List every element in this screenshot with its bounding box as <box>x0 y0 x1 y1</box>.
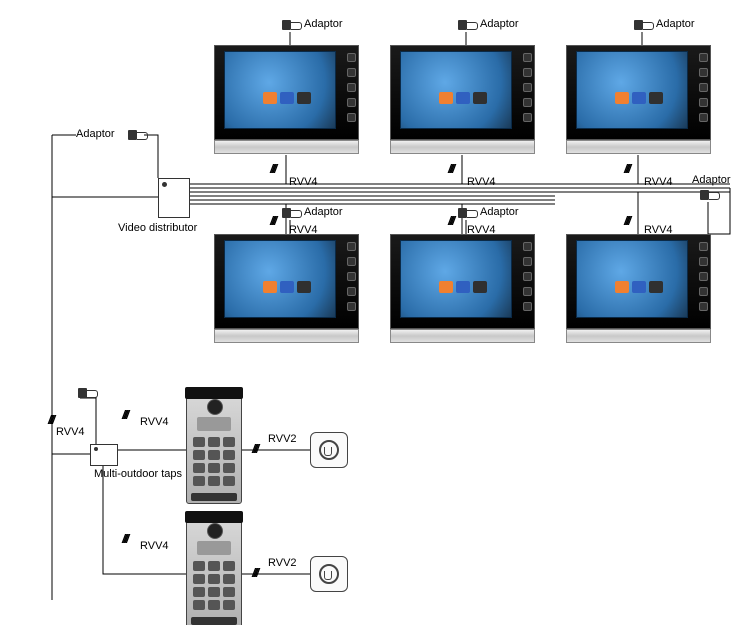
monitor-device <box>214 234 359 344</box>
keypad-panel <box>186 392 242 504</box>
cable-label-rvv4: RVV4 <box>140 416 169 428</box>
door-lock-icon <box>310 556 348 592</box>
cable-mark: //// <box>122 532 127 546</box>
adaptor-icon <box>700 188 716 202</box>
cable-mark: //// <box>448 162 453 176</box>
video-distributor-label: Video distributor <box>118 222 197 234</box>
keypad-panel <box>186 516 242 625</box>
adaptor-label: Adaptor <box>656 18 695 30</box>
adaptor-label: Adaptor <box>304 206 343 218</box>
cable-label-rvv4: RVV4 <box>56 426 85 438</box>
cable-mark: //// <box>448 214 453 228</box>
door-lock-icon <box>310 432 348 468</box>
monitor-device <box>390 234 535 344</box>
monitor-device <box>214 45 359 155</box>
adaptor-icon <box>458 18 474 32</box>
monitor-device <box>566 234 711 344</box>
multi-outdoor-tap-box <box>90 444 118 466</box>
cable-mark: //// <box>48 413 53 427</box>
adaptor-icon <box>282 206 298 220</box>
adaptor-icon <box>128 128 144 142</box>
cable-label-rvv4: RVV4 <box>289 176 318 188</box>
cable-mark: //// <box>122 408 127 422</box>
adaptor-label: Adaptor <box>692 174 731 186</box>
cable-mark: //// <box>624 162 629 176</box>
cable-label-rvv2: RVV2 <box>268 433 297 445</box>
adaptor-label: Adaptor <box>304 18 343 30</box>
monitor-device <box>390 45 535 155</box>
adaptor-label: Adaptor <box>76 128 115 140</box>
monitor-device <box>566 45 711 155</box>
cable-label-rvv4: RVV4 <box>467 224 496 236</box>
adaptor-icon <box>634 18 650 32</box>
cable-mark: //// <box>252 566 257 580</box>
video-distributor-box <box>158 178 190 218</box>
cable-mark: //// <box>624 214 629 228</box>
adaptor-icon <box>282 18 298 32</box>
adaptor-icon <box>78 386 94 400</box>
adaptor-label: Adaptor <box>480 18 519 30</box>
multi-outdoor-taps-label: Multi-outdoor taps <box>94 468 182 480</box>
cable-mark: //// <box>270 162 275 176</box>
cable-label-rvv4: RVV4 <box>644 224 673 236</box>
cable-label-rvv4: RVV4 <box>467 176 496 188</box>
cable-label-rvv2: RVV2 <box>268 557 297 569</box>
cable-label-rvv4: RVV4 <box>644 176 673 188</box>
cable-mark: //// <box>252 442 257 456</box>
adaptor-label: Adaptor <box>480 206 519 218</box>
cable-mark: //// <box>270 214 275 228</box>
adaptor-icon <box>458 206 474 220</box>
cable-label-rvv4: RVV4 <box>140 540 169 552</box>
cable-label-rvv4: RVV4 <box>289 224 318 236</box>
